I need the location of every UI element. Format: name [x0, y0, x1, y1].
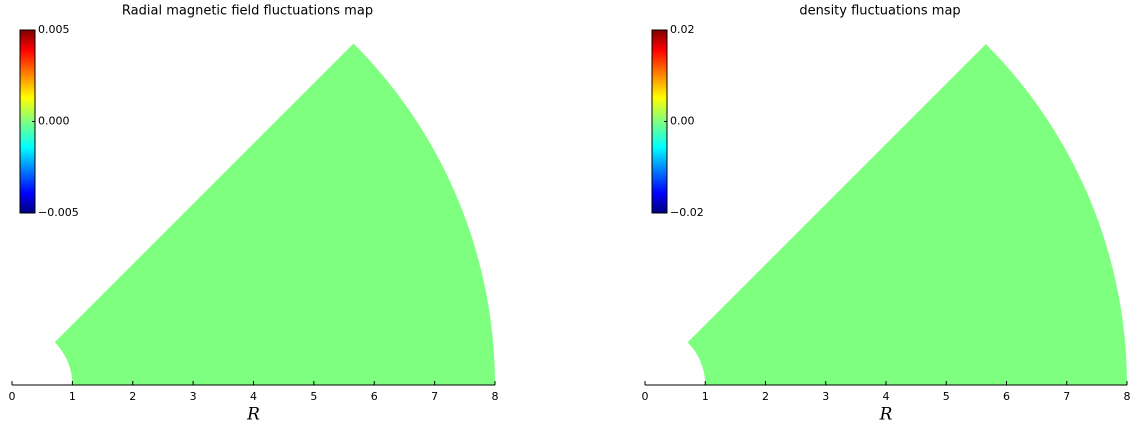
- x-axis-label: R: [246, 405, 260, 425]
- x-tick-label: 2: [762, 390, 769, 403]
- x-tick-label: 3: [822, 390, 829, 403]
- colorbar-tick-label: 0.005: [38, 23, 70, 36]
- x-tick-label: 8: [1124, 390, 1131, 403]
- x-tick-label: 3: [190, 390, 197, 403]
- x-tick-label: 0: [642, 390, 649, 403]
- colorbar-tick-label: −0.005: [38, 206, 79, 219]
- colorbar-tick-label: 0.02: [670, 23, 695, 36]
- chart-title: Radial magnetic field fluctuations map: [122, 4, 373, 19]
- x-tick-label: 6: [371, 390, 378, 403]
- x-tick-label: 7: [1063, 390, 1070, 403]
- x-tick-label: 0: [9, 390, 16, 403]
- x-tick-label: 7: [431, 390, 438, 403]
- x-tick-label: 6: [1003, 390, 1010, 403]
- chart-title: density fluctuations map: [799, 4, 960, 19]
- colorbar-tick-label: 0.00: [670, 115, 695, 128]
- field-wedge: [54, 43, 496, 385]
- x-tick-label: 8: [492, 390, 499, 403]
- colorbar-tick-label: 0.000: [38, 115, 70, 128]
- colorbar-tick-label: −0.02: [670, 206, 704, 219]
- x-tick-label: 1: [69, 390, 76, 403]
- x-tick-label: 5: [310, 390, 317, 403]
- x-tick-label: 5: [943, 390, 950, 403]
- x-tick-label: 4: [883, 390, 890, 403]
- x-tick-label: 1: [702, 390, 709, 403]
- x-tick-label: 2: [129, 390, 136, 403]
- field-wedge: [687, 44, 1127, 385]
- x-tick-label: 4: [250, 390, 257, 403]
- x-axis-label: R: [879, 405, 893, 425]
